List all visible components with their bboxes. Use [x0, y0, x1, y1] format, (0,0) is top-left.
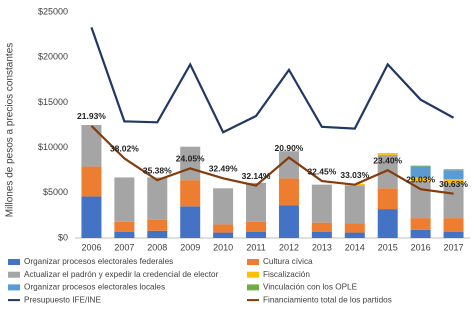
legend-swatch: [247, 259, 259, 265]
bar-segment: [114, 177, 135, 222]
bar-segment: [180, 146, 201, 181]
percent-annotation: 33.03%: [340, 170, 369, 180]
bar-segment: [246, 221, 267, 232]
bar-segment: [311, 222, 332, 232]
bar-segment: [246, 231, 267, 238]
bar-segment: [443, 179, 464, 183]
x-tick-label: 2011: [246, 242, 265, 252]
bar-segment: [147, 219, 168, 231]
legend-label: Organizar procesos electorales locales: [24, 283, 165, 292]
bar-segment: [443, 169, 464, 171]
x-tick-label: 2016: [411, 242, 431, 252]
bar-segment: [344, 185, 365, 224]
legend-label: Organizar procesos electorales federales: [24, 257, 173, 266]
bar-segment: [344, 223, 365, 233]
y-tick-label: $0: [58, 232, 68, 242]
bar-segment: [311, 184, 332, 223]
bar-segment: [311, 231, 332, 238]
legend-label: Fiscalización: [263, 270, 310, 279]
bar-segment: [278, 151, 299, 179]
y-tick-label: $20000: [38, 52, 68, 62]
y-tick-label: $15000: [38, 97, 68, 107]
bar-segment: [81, 196, 102, 238]
percent-annotation: 35.38%: [143, 165, 172, 175]
percent-annotation: 30.63%: [439, 179, 468, 189]
legend-swatch: [8, 271, 20, 278]
percent-annotation: 24.05%: [176, 154, 205, 164]
x-tick-label: 2013: [312, 242, 332, 252]
bar-segment: [278, 178, 299, 206]
legend-swatch: [8, 259, 20, 265]
bar-segment: [278, 205, 299, 238]
bar-segment: [443, 182, 464, 219]
bar-segment: [410, 177, 431, 182]
bar-segment: [410, 218, 431, 230]
x-tick-label: 2015: [378, 242, 398, 252]
x-tick-label: 2014: [345, 242, 365, 252]
legend-swatch: [8, 284, 20, 291]
bar-segment: [180, 206, 201, 238]
bar-segment: [147, 177, 168, 220]
percent-annotation: 32.49%: [209, 164, 238, 174]
percent-annotation: 20.90%: [275, 143, 304, 153]
bar-segment: [246, 182, 267, 222]
x-tick-label: 2010: [213, 242, 233, 252]
y-tick-label: $10000: [38, 142, 68, 152]
bar-segment: [410, 165, 431, 167]
legend-label: Financiamiento total de los partidos: [263, 295, 392, 304]
percent-annotation: 32.45%: [307, 166, 336, 176]
legend-label: Cultura cívica: [263, 257, 313, 266]
bar-segment: [410, 229, 431, 238]
legend-label: Presupuesto IFE/INE: [24, 295, 101, 304]
y-axis-title: Millones de pesos a precios constantes: [5, 43, 16, 218]
x-tick-label: 2012: [279, 242, 299, 252]
bar-segment: [443, 170, 464, 180]
bar-segment: [147, 230, 168, 238]
bar-segment: [81, 125, 102, 167]
bar-segment: [114, 221, 135, 232]
percent-annotation: 32.14%: [242, 171, 271, 181]
bar-segment: [114, 231, 135, 238]
percent-annotation: 23.40%: [373, 155, 402, 165]
legend-swatch: [247, 271, 259, 278]
percent-annotation: 29.03%: [406, 174, 435, 184]
percent-annotation: 38.02%: [110, 144, 139, 154]
bar-segment: [410, 166, 431, 178]
bar-segment: [344, 232, 365, 238]
x-tick-label: 2008: [147, 242, 167, 252]
bar-segment: [81, 166, 102, 197]
bar-segment: [180, 180, 201, 207]
x-tick-label: 2009: [180, 242, 200, 252]
bar-segment: [377, 153, 398, 155]
bar-segment: [213, 188, 234, 225]
legend-swatch: [247, 284, 259, 291]
bar-segment: [377, 154, 398, 189]
y-tick-label: $25000: [38, 6, 68, 16]
x-tick-label: 2017: [444, 242, 464, 252]
line: [90, 27, 455, 134]
bar-segment: [377, 188, 398, 210]
bar-segment: [213, 232, 234, 238]
legend-label: Vinculación con los OPLE: [263, 283, 358, 292]
y-tick-label: $5000: [43, 187, 68, 197]
bar-segment: [443, 231, 464, 238]
bar-segment: [443, 218, 464, 232]
percent-annotation: 21.93%: [77, 111, 106, 121]
x-tick-label: 2007: [114, 242, 134, 252]
legend-label: Actualizar el padrón y expedir la creden…: [24, 270, 219, 279]
bar-segment: [377, 209, 398, 238]
x-tick-label: 2006: [81, 242, 101, 252]
bar-segment: [213, 224, 234, 233]
bar-segment: [410, 181, 431, 219]
line: [90, 125, 454, 195]
